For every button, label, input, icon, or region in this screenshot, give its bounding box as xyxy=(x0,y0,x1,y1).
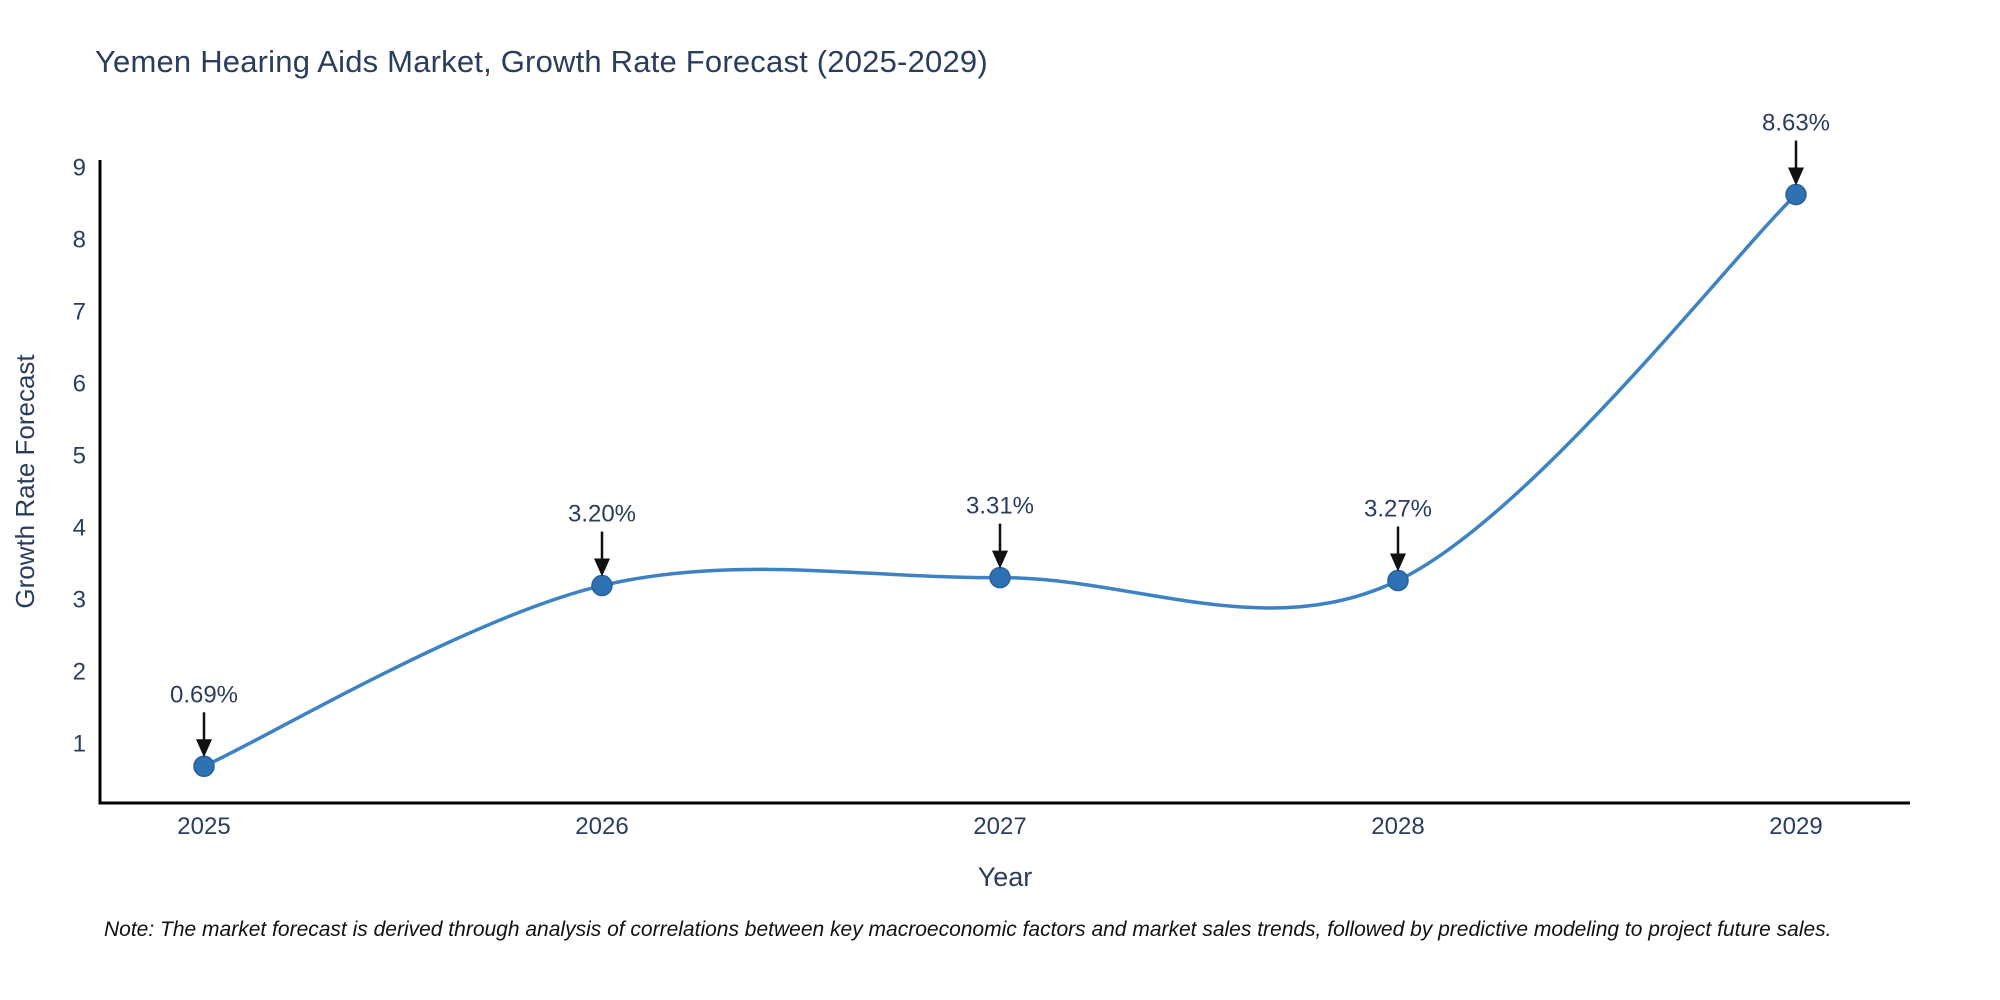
y-tick-label-4: 4 xyxy=(73,514,86,541)
x-tick-label-2026: 2026 xyxy=(575,813,628,840)
y-tick-label-3: 3 xyxy=(73,586,86,613)
data-point-2029[interactable] xyxy=(1785,183,1807,206)
annotation-arrowhead xyxy=(594,558,610,577)
y-axis-title: Growth Rate Forecast xyxy=(10,354,40,609)
footnote: Note: The market forecast is derived thr… xyxy=(104,918,1832,941)
chart-title: Yemen Hearing Aids Market, Growth Rate F… xyxy=(95,44,988,79)
x-tick-label-2028: 2028 xyxy=(1371,813,1424,840)
point-value-label-2029: 8.63% xyxy=(1762,110,1830,137)
data-point-2028[interactable] xyxy=(1387,569,1409,592)
x-axis-title: Year xyxy=(978,862,1033,892)
point-value-label-2026: 3.20% xyxy=(568,501,636,528)
y-tick-label-1: 1 xyxy=(73,730,86,757)
point-value-label-2027: 3.31% xyxy=(966,493,1034,520)
point-value-label-2028: 3.27% xyxy=(1364,496,1432,523)
annotation-arrowhead xyxy=(1390,553,1406,572)
y-tick-label-7: 7 xyxy=(73,298,86,325)
x-tick-label-2027: 2027 xyxy=(973,813,1026,840)
annotation-arrowhead xyxy=(992,550,1008,569)
point-value-label-2025: 0.69% xyxy=(170,681,238,708)
y-tick-label-5: 5 xyxy=(73,442,86,469)
y-tick-label-8: 8 xyxy=(73,226,86,253)
data-point-2025[interactable] xyxy=(193,755,215,778)
data-point-2027[interactable] xyxy=(989,566,1011,589)
x-tick-label-2029: 2029 xyxy=(1769,813,1822,840)
x-tick-label-2025: 2025 xyxy=(177,813,230,840)
data-point-2026[interactable] xyxy=(591,574,613,597)
annotation-arrowhead xyxy=(1788,167,1804,186)
forecast-line xyxy=(202,192,1798,769)
annotation-arrowhead xyxy=(196,739,212,758)
y-tick-label-2: 2 xyxy=(73,658,86,685)
y-tick-label-9: 9 xyxy=(73,154,86,181)
y-tick-label-6: 6 xyxy=(73,370,86,397)
